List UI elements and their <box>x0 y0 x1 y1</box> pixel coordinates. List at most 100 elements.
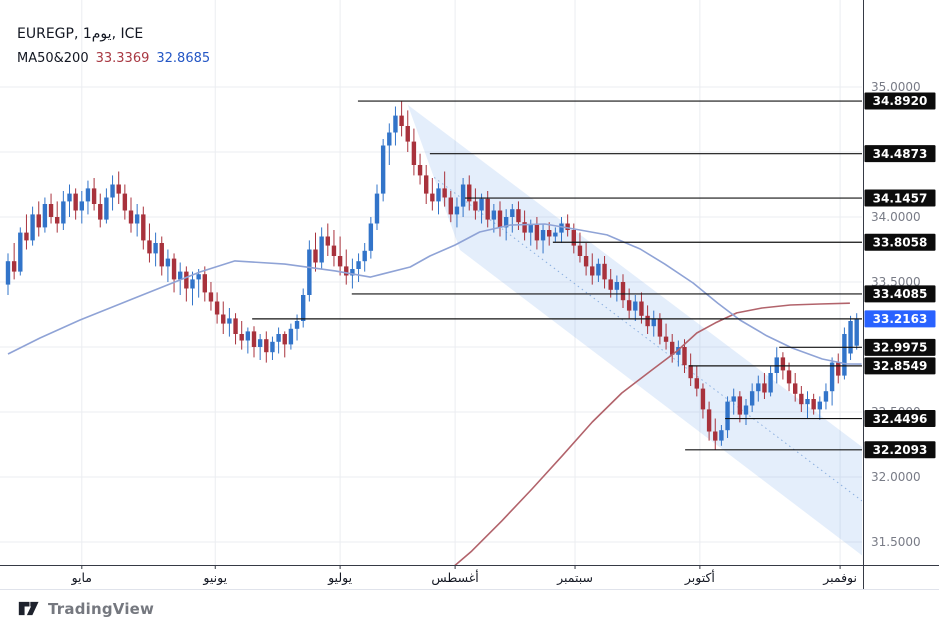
candle-up <box>178 262 183 295</box>
candle-body <box>153 243 158 254</box>
candle-body <box>380 145 386 194</box>
price-axis[interactable]: 35.000034.000033.500032.500032.000031.50… <box>864 80 936 549</box>
last-price-label-bg <box>864 310 936 328</box>
candle-body <box>608 279 613 290</box>
price-level-label-bg <box>864 92 936 110</box>
candle-up <box>288 323 294 350</box>
candle-body <box>91 188 97 204</box>
candle-body <box>104 197 109 220</box>
candle-down <box>73 188 78 220</box>
candle-up <box>749 383 755 412</box>
price-level-label[interactable]: 32.8549 <box>864 357 936 375</box>
candle-body <box>202 274 207 293</box>
candle-down <box>608 269 613 298</box>
candle-body <box>590 266 595 276</box>
candle-down <box>344 249 349 285</box>
price-level-label[interactable]: 32.2093 <box>864 441 936 459</box>
candle-down <box>233 313 238 345</box>
ma-red-value: 33.3369 <box>95 50 150 66</box>
candle-body <box>116 184 121 194</box>
candle-up <box>614 275 620 302</box>
price-level-label-text: 32.2093 <box>873 443 928 457</box>
candle-up <box>190 271 195 306</box>
candle-down <box>313 232 318 272</box>
candle-body <box>251 331 257 347</box>
parallel-channel[interactable] <box>407 104 862 556</box>
candle-down <box>645 305 650 334</box>
candle-body <box>706 409 712 432</box>
candle-body <box>307 249 312 295</box>
ma-legend-label: MA50&200 <box>17 50 89 66</box>
candle-body <box>165 258 171 267</box>
candle-body <box>473 201 478 211</box>
candle-up <box>362 243 367 272</box>
candle-up <box>276 327 281 354</box>
price-level-label[interactable]: 34.4873 <box>864 145 936 163</box>
candle-down <box>620 274 626 308</box>
candle-up <box>848 315 853 360</box>
candle-body <box>411 141 417 165</box>
candle-down <box>448 191 453 223</box>
candle-body <box>602 263 607 280</box>
candle-body <box>639 301 644 316</box>
symbol-title[interactable]: EUREGP, 1يوم, ICE <box>17 26 144 42</box>
price-level-label[interactable]: 32.4496 <box>864 410 936 428</box>
candle-body <box>491 210 497 220</box>
candle-body <box>633 301 638 311</box>
candle-body <box>276 334 281 342</box>
candle-down <box>700 383 706 419</box>
candle-up <box>374 184 380 230</box>
candle-body <box>534 224 540 241</box>
candle-body <box>424 175 429 194</box>
candle-body <box>417 165 423 176</box>
candle-body <box>42 204 48 228</box>
candle-down <box>762 373 767 399</box>
candle-up <box>227 308 232 337</box>
candle-body <box>817 401 822 410</box>
candle-down <box>442 171 447 207</box>
candle-body <box>18 232 23 272</box>
candle-body <box>67 193 72 202</box>
price-level-label[interactable]: 33.4085 <box>864 285 936 303</box>
candle-up <box>454 197 460 228</box>
ma200-line[interactable] <box>452 302 850 568</box>
candle-down <box>36 201 41 237</box>
candle-up <box>460 178 466 217</box>
last-price-label[interactable]: 33.2163 <box>864 310 936 328</box>
price-level-label-bg <box>864 233 936 251</box>
candle-body <box>257 339 263 347</box>
candle-down <box>331 230 337 267</box>
price-level-label[interactable]: 33.8058 <box>864 233 936 251</box>
price-level-label[interactable]: 32.9975 <box>864 338 936 356</box>
candle-up <box>596 258 601 282</box>
candle-body <box>694 378 699 389</box>
candle-up <box>436 183 441 215</box>
candle-up <box>85 180 91 215</box>
candle-body <box>713 431 718 441</box>
candle-body <box>30 214 35 241</box>
candle-body <box>245 331 251 341</box>
candle-body <box>774 357 779 373</box>
candle-body <box>337 256 343 267</box>
time-axis-label: سبتمبر <box>556 570 593 586</box>
candle-down <box>602 256 607 289</box>
price-axis-label: 34.0000 <box>871 210 921 224</box>
price-level-label-text: 34.1457 <box>873 191 928 205</box>
candle-body <box>799 393 804 405</box>
candle-body <box>663 336 669 342</box>
price-level-label[interactable]: 34.1457 <box>864 189 936 207</box>
candle-down <box>282 331 287 358</box>
tradingview-brand[interactable]: TradingView <box>18 598 154 619</box>
time-axis[interactable]: مايو يونيو يوليو أغسطس سبتمبر أكتوبر نوفمبر <box>71 565 857 586</box>
candle-up <box>270 336 275 360</box>
candle-down <box>467 175 472 211</box>
price-level-label[interactable]: 34.8920 <box>864 92 936 110</box>
price-level-label-text: 34.4873 <box>873 147 928 161</box>
candle-down <box>799 386 804 412</box>
candle-body <box>208 292 214 302</box>
candle-down <box>98 193 103 228</box>
ma50-line[interactable] <box>7 223 862 365</box>
candle-body <box>571 230 576 246</box>
